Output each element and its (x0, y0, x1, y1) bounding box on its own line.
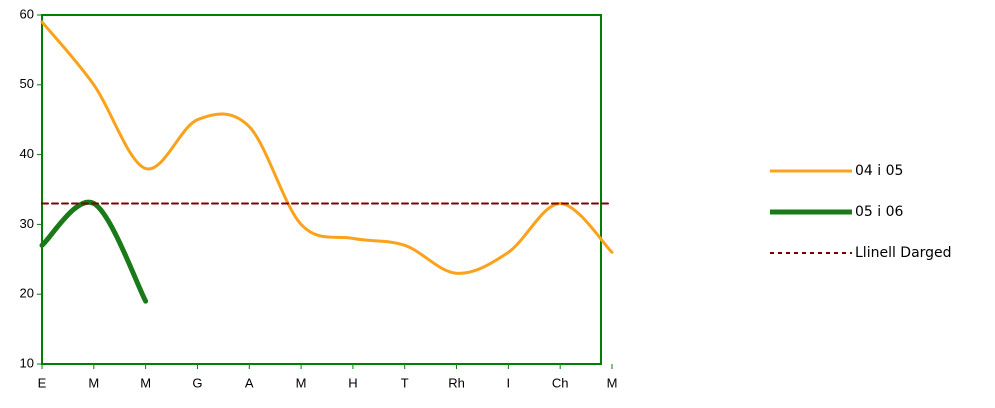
x-tick-label: T (401, 375, 409, 390)
y-tick-label: 50 (20, 76, 34, 91)
legend-label: Llinell Darged (855, 245, 952, 261)
plot-area (41, 14, 602, 365)
series-line (39, 199, 149, 304)
y-tick-label: 60 (20, 6, 34, 21)
x-tick-label: H (348, 375, 357, 390)
x-tick-label: E (38, 375, 47, 390)
series-line (40, 20, 614, 275)
x-tick-label: I (507, 375, 511, 390)
y-tick-label: 40 (20, 146, 34, 161)
x-tick-label: M (607, 375, 618, 390)
y-tick-label: 10 (20, 355, 34, 370)
y-tick-label: 20 (20, 286, 34, 301)
x-tick-label: M (140, 375, 151, 390)
x-tick-label: M (88, 375, 99, 390)
legend-label: 05 i 06 (855, 204, 904, 220)
x-tick-label: A (245, 375, 254, 390)
x-tick-label: Rh (448, 375, 465, 390)
y-tick-label: 30 (20, 216, 34, 231)
legend-label: 04 i 05 (855, 163, 903, 179)
x-tick-label: M (296, 375, 307, 390)
x-tick-label: Ch (552, 375, 569, 390)
x-tick-label: G (192, 375, 202, 390)
